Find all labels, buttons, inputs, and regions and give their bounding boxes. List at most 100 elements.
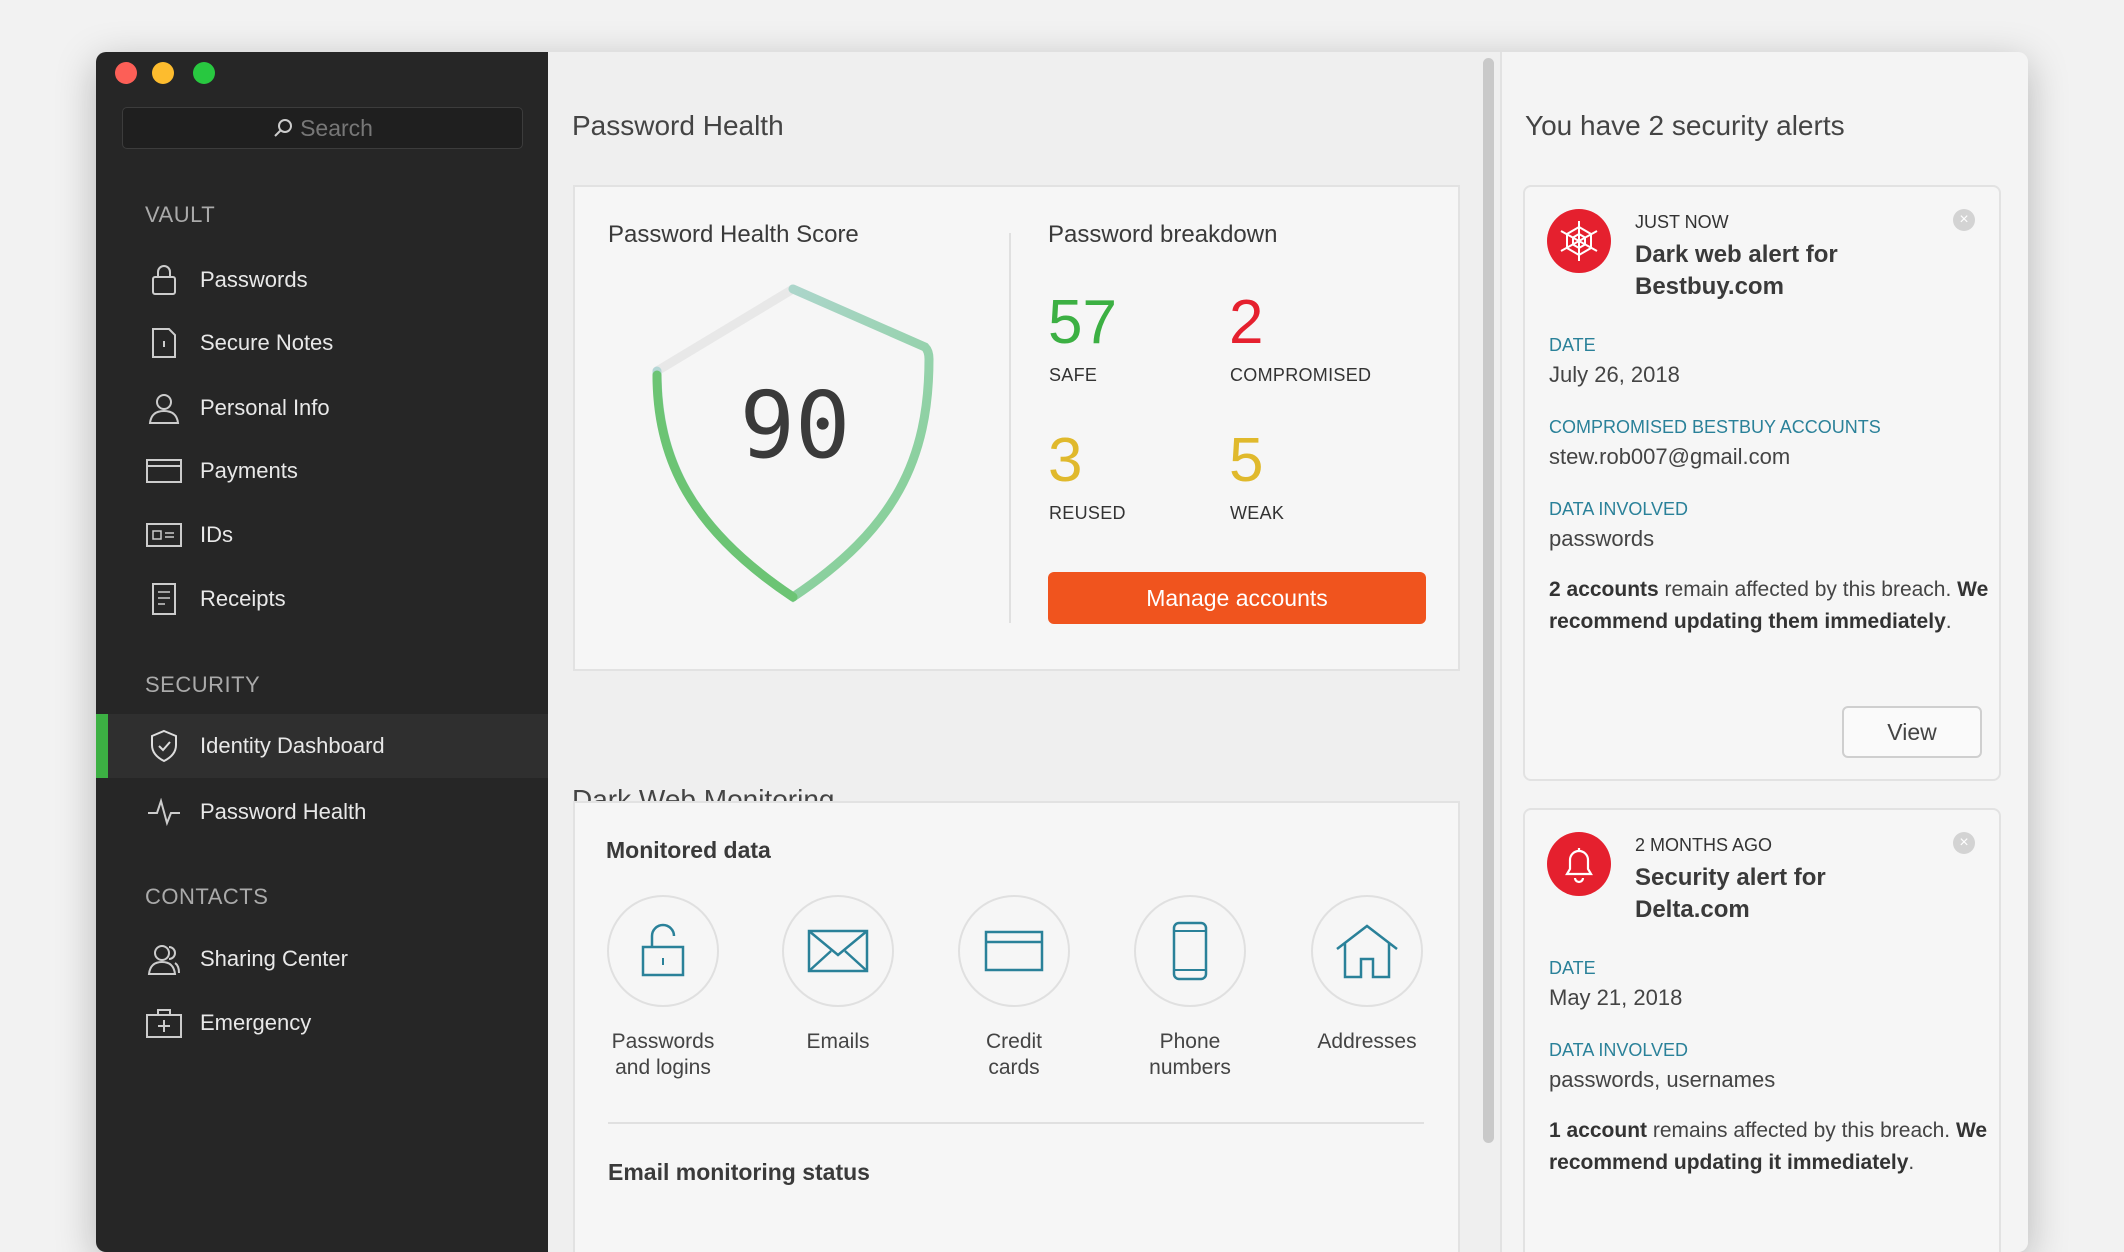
email-status-title: Email monitoring status (608, 1159, 870, 1185)
alert-message: 1 account remains affected by this breac… (1549, 1115, 1989, 1179)
main-content: Password Health Password Health Score 90… (548, 52, 1500, 1252)
contacts-heading: CONTACTS (145, 884, 269, 909)
password-health-card: Password Health Score 90 Password breakd… (573, 185, 1460, 671)
alerts-panel: You have 2 security alerts JUST NOW Dark… (1500, 52, 2028, 1252)
score-shield (652, 284, 934, 603)
monitored-credit-cards[interactable]: Credit cards (939, 895, 1089, 1081)
data-involved-value: passwords, usernames (1549, 1067, 1776, 1092)
reused-label: REUSED (1049, 503, 1126, 523)
date-label: DATE (1549, 958, 1596, 978)
date-value: July 26, 2018 (1549, 362, 1680, 387)
monitored-label: cards (988, 1056, 1040, 1079)
sidebar-item-payments[interactable]: Payments (96, 441, 548, 501)
msg-text: remains affected by this breach. (1647, 1119, 1956, 1142)
zoom-window-button[interactable] (193, 62, 215, 84)
compromised-count: 2 (1229, 288, 1264, 357)
sidebar-item-label: Emergency (200, 1010, 312, 1035)
data-involved-value: passwords (1549, 526, 1655, 551)
sidebar-item-passwords[interactable]: Passwords (96, 250, 548, 310)
msg-text: . (1908, 1151, 1915, 1174)
monitored-label: Credit (985, 1030, 1043, 1053)
bell-icon (1547, 832, 1611, 896)
alerts-title: You have 2 security alerts (1525, 110, 1845, 141)
accounts-value: stew.rob007@gmail.com (1549, 444, 1791, 469)
phone-icon (1134, 895, 1246, 1007)
compromised-label: COMPROMISED (1230, 365, 1372, 385)
scrollbar[interactable] (1483, 58, 1494, 1143)
msg-text: remain affected by this breach. (1658, 578, 1958, 601)
sidebar-item-receipts[interactable]: Receipts (96, 569, 548, 629)
security-heading: SECURITY (145, 672, 261, 697)
sidebar-item-password-health[interactable]: Password Health (96, 782, 548, 842)
msg-text: . (1945, 610, 1952, 633)
monitored-label: Passwords (611, 1030, 715, 1053)
sidebar-item-label: Payments (200, 458, 298, 483)
close-alert-button[interactable]: × (1953, 209, 1975, 231)
monitored-phone-numbers[interactable]: Phone numbers (1115, 895, 1265, 1081)
msg-strong: 2 accounts (1549, 578, 1659, 601)
shield-icon (144, 729, 184, 763)
view-button[interactable]: View (1842, 706, 1982, 758)
alert-time: JUST NOW (1635, 212, 1729, 232)
receipt-icon (144, 582, 184, 616)
sidebar-item-label: Secure Notes (200, 330, 334, 355)
minimize-window-button[interactable] (152, 62, 174, 84)
date-value: May 21, 2018 (1549, 985, 1683, 1010)
monitored-label: and logins (615, 1056, 711, 1079)
spiderweb-icon (1547, 209, 1611, 273)
data-involved-label: DATA INVOLVED (1549, 499, 1689, 519)
divider (608, 1122, 1424, 1124)
close-window-button[interactable] (115, 62, 137, 84)
alert-time: 2 MONTHS AGO (1635, 835, 1773, 855)
envelope-icon (782, 895, 894, 1007)
data-involved-label: DATA INVOLVED (1549, 1040, 1689, 1060)
score-title: Password Health Score (608, 221, 859, 248)
monitored-emails[interactable]: Emails (763, 895, 913, 1055)
monitored-data-card: Monitored data Passwords and logins Email… (573, 801, 1460, 1252)
sidebar-item-label: Personal Info (200, 395, 330, 420)
date-label: DATE (1549, 335, 1596, 355)
sidebar-item-personal-info[interactable]: Personal Info (96, 378, 548, 438)
lock-icon (607, 895, 719, 1007)
page-title: Password Health (572, 110, 784, 141)
sidebar-item-label: Sharing Center (200, 946, 348, 971)
msg-strong: We recommend updating it immediately (1549, 1119, 1988, 1174)
score-value: 90 (739, 372, 851, 479)
monitored-label: Emails (806, 1030, 870, 1053)
sidebar-item-label: Password Health (200, 799, 367, 824)
weak-label: WEAK (1230, 503, 1285, 523)
sidebar-item-ids[interactable]: IDs (96, 505, 548, 565)
search-input[interactable]: Search (122, 107, 523, 149)
sidebar-item-label: Identity Dashboard (200, 733, 385, 758)
monitored-label: Phone (1159, 1030, 1221, 1053)
card-icon (144, 458, 184, 484)
note-icon (144, 327, 184, 359)
divider (1009, 233, 1011, 623)
sidebar-item-sharing-center[interactable]: Sharing Center (96, 929, 548, 989)
close-alert-button[interactable]: × (1953, 832, 1975, 854)
monitored-passwords[interactable]: Passwords and logins (588, 895, 738, 1081)
sidebar-item-label: IDs (200, 522, 233, 547)
people-icon (144, 943, 184, 975)
sidebar-item-secure-notes[interactable]: Secure Notes (96, 313, 548, 373)
accounts-label: COMPROMISED BESTBUY ACCOUNTS (1549, 417, 1881, 437)
manage-accounts-button[interactable]: Manage accounts (1048, 572, 1426, 624)
alert-message: 2 accounts remain affected by this breac… (1549, 574, 1989, 638)
alert-card: 2 MONTHS AGO Security alert for Delta.co… (1523, 808, 2001, 1252)
msg-strong: We recommend updating them immediately (1549, 578, 1989, 633)
sidebar-item-label: Passwords (200, 267, 308, 292)
sidebar-item-identity-dashboard[interactable]: Identity Dashboard (96, 714, 548, 778)
breakdown-title: Password breakdown (1048, 221, 1278, 248)
alert-title: Security alert for Delta.com (1635, 864, 1826, 923)
monitored-addresses[interactable]: Addresses (1292, 895, 1442, 1055)
sidebar-item-label: Receipts (200, 586, 286, 611)
alert-title: Dark web alert for Bestbuy.com (1635, 241, 1838, 300)
sidebar-item-emergency[interactable]: Emergency (96, 993, 548, 1053)
safe-label: SAFE (1049, 365, 1098, 385)
search-placeholder: Search (300, 114, 373, 141)
medkit-icon (144, 1008, 184, 1038)
id-icon (144, 522, 184, 548)
app-window: Search VAULT Passwords Secure Notes Pers… (96, 52, 2028, 1252)
safe-count: 57 (1048, 288, 1117, 357)
search-icon (274, 119, 293, 137)
